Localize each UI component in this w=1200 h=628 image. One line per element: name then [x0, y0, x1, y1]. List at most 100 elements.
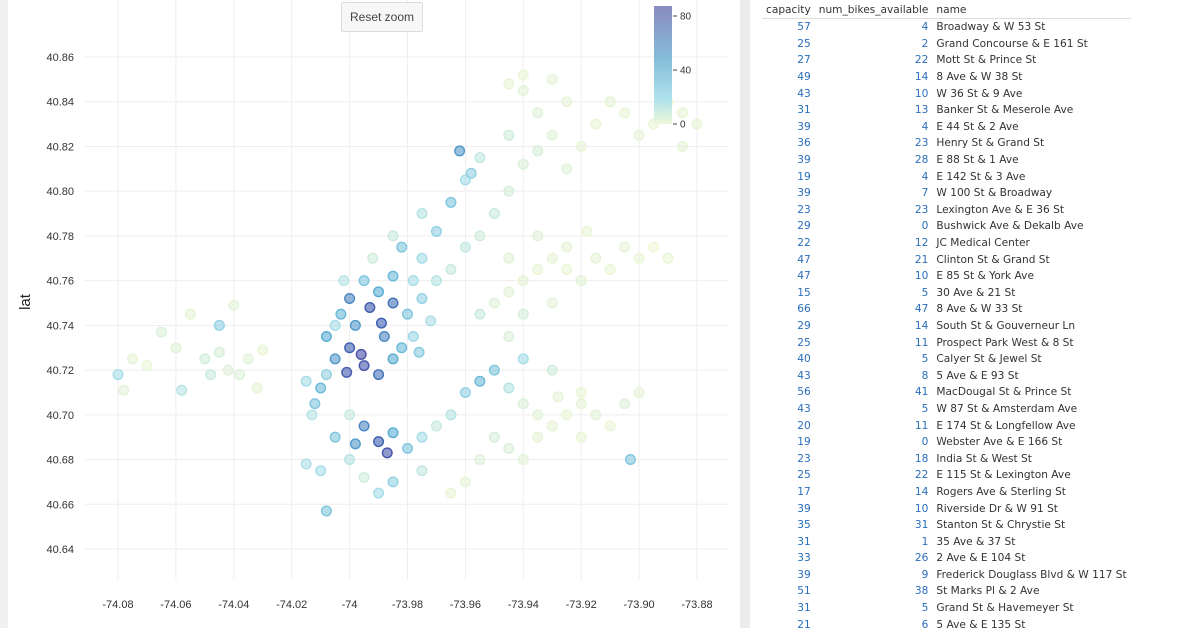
table-row[interactable]: 25 22 E 115 St & Lexington Ave: [762, 467, 1131, 484]
table-row[interactable]: 49 14 8 Ave & W 38 St: [762, 69, 1131, 86]
data-point[interactable]: [590, 118, 602, 130]
data-point[interactable]: [561, 163, 573, 175]
data-point[interactable]: [488, 208, 500, 220]
data-point[interactable]: [546, 252, 558, 264]
data-point[interactable]: [335, 308, 347, 320]
data-point[interactable]: [373, 369, 385, 381]
table-row[interactable]: 35 31 Stanton St & Chrystie St: [762, 517, 1131, 534]
data-point[interactable]: [378, 331, 390, 343]
data-point[interactable]: [465, 167, 477, 179]
table-row[interactable]: 39 4 E 44 St & 2 Ave: [762, 119, 1131, 136]
data-point[interactable]: [503, 129, 515, 141]
data-point[interactable]: [367, 252, 379, 264]
data-point[interactable]: [306, 409, 318, 421]
data-point[interactable]: [315, 382, 327, 394]
data-point[interactable]: [228, 299, 240, 311]
data-point[interactable]: [387, 353, 399, 365]
data-point[interactable]: [546, 297, 558, 309]
data-point[interactable]: [532, 431, 544, 443]
data-point[interactable]: [329, 353, 341, 365]
table-row[interactable]: 31 1 35 Ave & 37 St: [762, 533, 1131, 550]
data-point[interactable]: [604, 96, 616, 108]
data-point[interactable]: [503, 78, 515, 90]
table-row[interactable]: 51 38 St Marks Pl & 2 Ave: [762, 583, 1131, 600]
table-row[interactable]: 43 10 W 36 St & 9 Ave: [762, 85, 1131, 102]
column-header-capacity[interactable]: capacity: [762, 2, 815, 19]
data-point[interactable]: [402, 442, 414, 454]
data-point[interactable]: [402, 308, 414, 320]
table-row[interactable]: 47 10 E 85 St & York Ave: [762, 268, 1131, 285]
data-point[interactable]: [575, 140, 587, 152]
data-point[interactable]: [344, 409, 356, 421]
panel-divider[interactable]: [740, 0, 750, 628]
data-point[interactable]: [387, 230, 399, 242]
data-point[interactable]: [373, 286, 385, 298]
data-point[interactable]: [691, 118, 703, 130]
data-point[interactable]: [416, 293, 428, 305]
table-row[interactable]: 22 12 JC Medical Center: [762, 235, 1131, 252]
data-point[interactable]: [425, 315, 437, 327]
data-point[interactable]: [604, 420, 616, 432]
table-row[interactable]: 15 5 30 Ave & 21 St: [762, 285, 1131, 302]
data-point[interactable]: [309, 398, 321, 410]
data-point[interactable]: [503, 442, 515, 454]
data-point[interactable]: [355, 348, 367, 360]
data-point[interactable]: [416, 208, 428, 220]
data-point[interactable]: [358, 471, 370, 483]
data-point[interactable]: [552, 391, 564, 403]
data-point[interactable]: [416, 431, 428, 443]
table-row[interactable]: 19 0 Webster Ave & E 166 St: [762, 434, 1131, 451]
data-point[interactable]: [445, 263, 457, 275]
table-row[interactable]: 31 13 Banker St & Meserole Ave: [762, 102, 1131, 119]
data-point[interactable]: [234, 369, 246, 381]
table-row[interactable]: 56 41 MacDougal St & Prince St: [762, 384, 1131, 401]
data-point[interactable]: [454, 145, 466, 157]
data-point[interactable]: [300, 458, 312, 470]
data-point[interactable]: [329, 431, 341, 443]
data-point[interactable]: [396, 342, 408, 354]
data-point[interactable]: [300, 375, 312, 387]
data-point[interactable]: [561, 241, 573, 253]
data-point[interactable]: [474, 375, 486, 387]
table-row[interactable]: 47 21 Clinton St & Grand St: [762, 251, 1131, 268]
scatter-chart[interactable]: -74.08 -74.06 -74.04 -74.02 -74 -73.98 -73.96 -…: [0, 0, 732, 628]
data-point[interactable]: [358, 360, 370, 372]
data-point[interactable]: [430, 225, 442, 237]
data-point[interactable]: [561, 409, 573, 421]
table-row[interactable]: 31 5 Grand St & Havemeyer St: [762, 600, 1131, 617]
data-point[interactable]: [503, 185, 515, 197]
data-point[interactable]: [315, 465, 327, 477]
data-point[interactable]: [445, 409, 457, 421]
data-point[interactable]: [575, 431, 587, 443]
table-row[interactable]: 33 26 2 Ave & E 104 St: [762, 550, 1131, 567]
table-row[interactable]: 43 8 5 Ave & E 93 St: [762, 367, 1131, 384]
table-row[interactable]: 19 4 E 142 St & 3 Ave: [762, 168, 1131, 185]
data-point[interactable]: [416, 465, 428, 477]
data-point[interactable]: [517, 275, 529, 287]
data-point[interactable]: [199, 353, 211, 365]
data-point[interactable]: [387, 476, 399, 488]
data-point[interactable]: [517, 85, 529, 97]
data-point[interactable]: [320, 505, 332, 517]
data-point[interactable]: [445, 487, 457, 499]
data-point[interactable]: [344, 342, 356, 354]
data-point[interactable]: [517, 308, 529, 320]
data-point[interactable]: [633, 252, 645, 264]
reset-zoom-button[interactable]: Reset zoom: [341, 2, 423, 32]
data-point[interactable]: [176, 384, 188, 396]
data-point[interactable]: [546, 73, 558, 85]
data-point[interactable]: [430, 275, 442, 287]
table-row[interactable]: 66 47 8 Ave & W 33 St: [762, 301, 1131, 318]
data-point[interactable]: [503, 286, 515, 298]
table-row[interactable]: 39 9 Frederick Douglass Blvd & W 117 St: [762, 567, 1131, 584]
data-point[interactable]: [581, 225, 593, 237]
data-point[interactable]: [633, 386, 645, 398]
data-point[interactable]: [459, 241, 471, 253]
data-point[interactable]: [517, 158, 529, 170]
data-point[interactable]: [561, 96, 573, 108]
data-point[interactable]: [590, 409, 602, 421]
table-row[interactable]: 29 0 Bushwick Ave & Dekalb Ave: [762, 218, 1131, 235]
data-point[interactable]: [387, 297, 399, 309]
data-point[interactable]: [474, 152, 486, 164]
table-row[interactable]: 43 5 W 87 St & Amsterdam Ave: [762, 401, 1131, 418]
